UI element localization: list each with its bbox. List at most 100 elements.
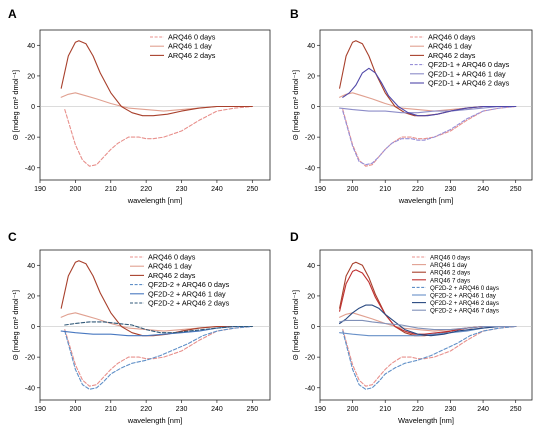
x-tick-label: 200 [70, 186, 82, 193]
series-line [339, 312, 517, 332]
x-tick-label: 230 [445, 406, 457, 413]
y-axis-title: Θ [mdeg cm² dmol⁻¹] [291, 290, 300, 360]
y-tick-label: -40 [25, 165, 35, 172]
y-tick-label: 20 [27, 293, 35, 300]
series-line [60, 260, 253, 337]
y-tick-label: -40 [25, 385, 35, 392]
legend-label: ARQ46 0 days [168, 33, 216, 42]
legend-label: ARQ46 0 days [430, 255, 470, 262]
y-tick-label: 40 [307, 263, 315, 270]
plot-frame [39, 249, 271, 401]
x-tick-label: 190 [34, 186, 46, 193]
series-line [339, 304, 517, 337]
x-tick-label: 190 [314, 406, 326, 413]
x-tick-label: 240 [477, 186, 489, 193]
x-tick-label: 200 [347, 186, 359, 193]
y-tick-label: 20 [307, 293, 315, 300]
series-line [60, 40, 253, 117]
legend-label: QF2D-1 + ARQ46 0 days [428, 60, 510, 69]
plot-frame [319, 249, 533, 401]
x-tick-label: 250 [246, 406, 258, 413]
legend-label: ARQ46 1 day [148, 262, 192, 271]
x-tick-label: 230 [176, 406, 188, 413]
panel-letter-b: B [290, 7, 299, 21]
x-tick-label: 250 [510, 406, 522, 413]
x-axis-title: Wavelength [nm] [398, 416, 454, 425]
x-tick-label: 250 [510, 186, 522, 193]
x-tick-label: 210 [105, 186, 117, 193]
y-tick-label: -20 [25, 355, 35, 362]
legend-label: QF2D-2 + ARQ46 7 days [430, 308, 499, 315]
series-line [64, 321, 253, 334]
x-tick-label: 190 [314, 186, 326, 193]
x-tick-label: 240 [211, 186, 223, 193]
legend-label: ARQ46 1 day [430, 262, 468, 269]
panel-b: B 190 200 210 220 230 240 250 -40 -20 0 20 40 wavele… [290, 7, 533, 205]
x-tick-label: 200 [347, 406, 359, 413]
legend-label: ARQ46 0 days [148, 253, 196, 262]
series-line [64, 325, 253, 387]
legend-label: QF2D-2 + ARQ46 2 days [430, 300, 499, 307]
panel-a: A 190 200 210 220 230 240 250 -40 -20 0 20 40 wavele… [8, 7, 271, 205]
legend-label: QF2D-2 + ARQ46 1 day [148, 289, 226, 298]
y-tick-label: -20 [25, 135, 35, 142]
series-line [64, 105, 253, 167]
y-tick-label: 0 [311, 104, 315, 111]
legend-label: ARQ46 0 days [428, 33, 476, 42]
legend-label: QF2D-2 + ARQ46 0 days [148, 280, 230, 289]
y-tick-label: 0 [311, 324, 315, 331]
series-line [342, 325, 517, 390]
x-axis-title: wavelength [nm] [398, 196, 454, 205]
x-tick-label: 200 [70, 406, 82, 413]
x-tick-label: 220 [140, 406, 152, 413]
series-line [60, 92, 253, 112]
y-tick-label: -40 [305, 165, 315, 172]
legend-label: ARQ46 1 day [428, 42, 472, 51]
series-line [342, 67, 517, 117]
legend-label: QF2D-2 + ARQ46 0 days [430, 285, 499, 292]
y-tick-label: -20 [305, 135, 315, 142]
legend-label: ARQ46 7 days [430, 277, 470, 284]
y-axis-title: Θ [mdeg cm² dmol⁻¹] [11, 70, 20, 140]
x-tick-label: 220 [412, 186, 424, 193]
x-axis-title: wavelength [nm] [127, 196, 183, 205]
plot-frame [39, 29, 271, 181]
legend-label: ARQ46 2 days [148, 271, 196, 280]
y-tick-label: -20 [305, 355, 315, 362]
y-axis-title: Θ [mdeg cm² dmol⁻¹] [11, 290, 20, 360]
y-tick-label: 20 [307, 73, 315, 80]
x-axis-title: wavelength [nm] [127, 416, 183, 425]
x-tick-label: 210 [105, 406, 117, 413]
x-tick-label: 230 [445, 186, 457, 193]
legend-label: QF2D-1 + ARQ46 1 day [428, 69, 506, 78]
y-tick-label: 0 [31, 324, 35, 331]
x-tick-label: 250 [246, 186, 258, 193]
legend-label: ARQ46 2 days [430, 270, 470, 277]
y-tick-label: 40 [27, 263, 35, 270]
series-line [342, 325, 517, 387]
y-tick-label: 0 [31, 104, 35, 111]
series-line [339, 92, 517, 112]
legend-label: QF2D-1 + ARQ46 2 days [428, 79, 510, 88]
y-tick-label: 40 [27, 43, 35, 50]
x-tick-label: 230 [176, 186, 188, 193]
legend-label: ARQ46 1 day [168, 42, 212, 51]
x-tick-label: 240 [477, 406, 489, 413]
series-line [339, 319, 517, 331]
y-axis-title: Θ [mdeg cm² dmol⁻¹] [291, 70, 300, 140]
x-tick-label: 210 [379, 406, 391, 413]
y-tick-label: -40 [305, 385, 315, 392]
series-line [342, 105, 517, 167]
series-line [64, 325, 253, 390]
y-tick-label: 40 [307, 43, 315, 50]
x-tick-label: 190 [34, 406, 46, 413]
legend-label: QF2D-2 + ARQ46 1 day [430, 293, 497, 300]
plot-frame [319, 29, 533, 181]
panel-d: D 190 200 210 220 230 240 250 -40 -20 0 20 40 Wavele… [290, 230, 533, 425]
y-tick-label: 20 [27, 73, 35, 80]
